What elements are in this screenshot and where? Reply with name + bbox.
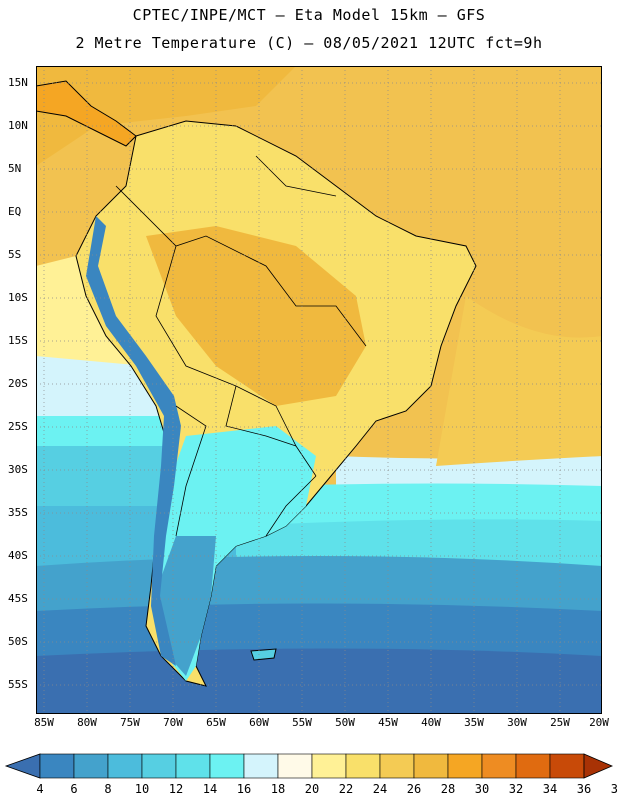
colorbar-cell bbox=[481, 753, 517, 779]
falkland-islands bbox=[250, 648, 277, 661]
ocean-northwest-warm bbox=[36, 66, 296, 166]
lon-label-20w: 20W bbox=[589, 716, 609, 729]
colorbar-label: 36 bbox=[576, 782, 592, 796]
lat-label-15n: 15N bbox=[8, 76, 28, 89]
lon-label-45w: 45W bbox=[378, 716, 398, 729]
patagonia-cold bbox=[158, 536, 216, 676]
lon-label-55w: 55W bbox=[292, 716, 312, 729]
central-america-land bbox=[36, 80, 137, 147]
lon-label-25w: 25W bbox=[550, 716, 570, 729]
lat-label-5n: 5N bbox=[8, 162, 22, 175]
map-frame bbox=[36, 66, 602, 714]
lon-label-30w: 30W bbox=[507, 716, 527, 729]
map-title-line1: CPTEC/INPE/MCT – Eta Model 15km – GFS bbox=[132, 6, 486, 24]
colorbar-label: 20 bbox=[304, 782, 320, 796]
colorbar-label: 8 bbox=[104, 782, 112, 796]
lat-label-eq: EQ bbox=[8, 205, 22, 218]
colorbar-label: 10 bbox=[134, 782, 150, 796]
andes-cold-strip bbox=[86, 216, 181, 666]
lat-label-10n: 10N bbox=[8, 119, 28, 132]
colorbar-cell bbox=[39, 753, 75, 779]
lon-label-85w: 85W bbox=[34, 716, 54, 729]
colorbar-cell bbox=[345, 753, 381, 779]
colorbar-label: 18 bbox=[270, 782, 286, 796]
lon-label-40w: 40W bbox=[421, 716, 441, 729]
colorbar-label: 6 bbox=[70, 782, 78, 796]
lat-label-40s: 40S bbox=[8, 549, 28, 562]
colorbar-cells bbox=[39, 753, 585, 779]
colorbar-label: 32 bbox=[508, 782, 524, 796]
colorbar-cell bbox=[549, 753, 585, 779]
colorbar-label: 38 bbox=[610, 782, 618, 796]
map-title-line2: 2 Metre Temperature (C) – 08/05/2021 12U… bbox=[75, 34, 543, 52]
colorbar-cell bbox=[73, 753, 109, 779]
colorbar-cell bbox=[107, 753, 143, 779]
colorbar-label: 12 bbox=[168, 782, 184, 796]
colorbar-cell bbox=[379, 753, 415, 779]
atlantic-warm-band bbox=[436, 296, 602, 466]
lat-label-5s: 5S bbox=[8, 248, 22, 261]
lat-label-55s: 55S bbox=[8, 678, 28, 691]
lat-label-20s: 20S bbox=[8, 377, 28, 390]
colorbar bbox=[4, 753, 614, 779]
lon-label-35w: 35W bbox=[464, 716, 484, 729]
colorbar-cell bbox=[209, 753, 245, 779]
graticule bbox=[36, 66, 602, 714]
colorbar-cell bbox=[447, 753, 483, 779]
lat-label-25s: 25S bbox=[8, 420, 28, 433]
lat-label-50s: 50S bbox=[8, 635, 28, 648]
colorbar-cell bbox=[175, 753, 211, 779]
colorbar-label: 26 bbox=[406, 782, 422, 796]
colorbar-label: 30 bbox=[474, 782, 490, 796]
colorbar-cell bbox=[515, 753, 551, 779]
lat-label-15s: 15S bbox=[8, 334, 28, 347]
lat-label-35s: 35S bbox=[8, 506, 28, 519]
colorbar-label: 16 bbox=[236, 782, 252, 796]
colorbar-low-arrow bbox=[4, 753, 41, 779]
lon-label-60w: 60W bbox=[249, 716, 269, 729]
lat-label-30s: 30S bbox=[8, 463, 28, 476]
colorbar-label: 22 bbox=[338, 782, 354, 796]
colorbar-high-arrow bbox=[583, 753, 614, 779]
country-borders bbox=[115, 155, 367, 537]
lon-label-65w: 65W bbox=[206, 716, 226, 729]
colorbar-label: 14 bbox=[202, 782, 218, 796]
colorbar-label: 24 bbox=[372, 782, 388, 796]
lon-label-80w: 80W bbox=[77, 716, 97, 729]
colorbar-label: 4 bbox=[36, 782, 44, 796]
lon-label-70w: 70W bbox=[163, 716, 183, 729]
colorbar-cell bbox=[413, 753, 449, 779]
colorbar-label: 34 bbox=[542, 782, 558, 796]
temperature-map bbox=[36, 66, 602, 714]
lon-label-75w: 75W bbox=[120, 716, 140, 729]
amazon-warm-region bbox=[146, 226, 366, 406]
colorbar-label: 28 bbox=[440, 782, 456, 796]
colorbar-cell bbox=[311, 753, 347, 779]
lon-label-50w: 50W bbox=[335, 716, 355, 729]
colorbar-cell bbox=[277, 753, 313, 779]
lat-label-10s: 10S bbox=[8, 291, 28, 304]
lat-label-45s: 45S bbox=[8, 592, 28, 605]
colorbar-cell bbox=[141, 753, 177, 779]
colorbar-cell bbox=[243, 753, 279, 779]
